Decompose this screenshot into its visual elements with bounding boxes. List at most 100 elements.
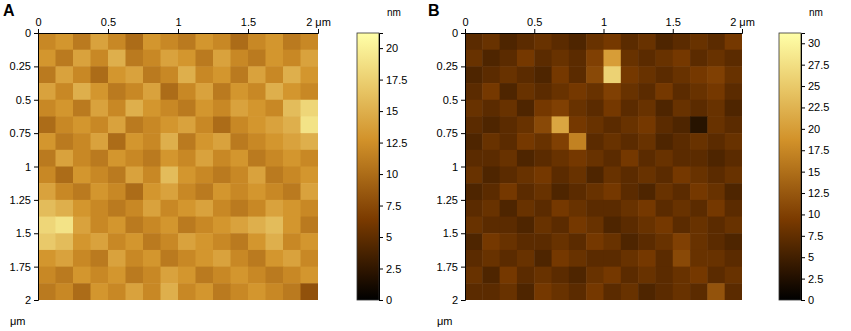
heatmap-cell — [725, 116, 742, 133]
heatmap-cell — [690, 233, 708, 250]
heatmap-cell — [178, 250, 196, 267]
heatmap-cell — [91, 183, 109, 200]
heatmap-cell — [178, 100, 196, 117]
color-tick-label: 20 — [386, 42, 398, 54]
heatmap-cell — [73, 116, 91, 133]
heatmap-cell — [534, 217, 552, 234]
y-tick-label: 1.25 — [10, 194, 31, 206]
heatmap-cell — [301, 183, 319, 200]
heatmap-cell — [604, 283, 622, 300]
x-tick-label: 0 — [462, 16, 468, 28]
heatmap-cell — [534, 100, 552, 117]
heatmap-cell — [73, 133, 91, 150]
color-axis-line — [380, 34, 384, 301]
heatmap-cell — [707, 116, 725, 133]
heatmap-cell — [38, 150, 56, 167]
heatmap-cell — [604, 100, 622, 117]
heatmap-cell — [126, 133, 144, 150]
heatmap-cell — [108, 83, 126, 100]
heatmap-cell — [108, 267, 126, 284]
color-tick-label: 0 — [386, 294, 392, 306]
heatmap-cell — [638, 200, 656, 217]
heatmap-cell — [725, 283, 742, 300]
y-tick: 1 — [452, 161, 465, 173]
x-axis: 00.511.52 μm — [35, 16, 330, 34]
heatmap-cell — [465, 283, 483, 300]
x-tick-label: 1 — [601, 16, 607, 28]
heatmap-cell — [655, 250, 673, 267]
heatmap-cell — [586, 200, 604, 217]
heatmap-cell — [283, 217, 301, 234]
heatmap-cell — [178, 233, 196, 250]
heatmap-cell — [552, 33, 570, 50]
heatmap-cell — [621, 33, 639, 50]
heatmap-cell — [56, 167, 74, 184]
heatmap-cell — [178, 33, 196, 50]
heatmap-cell — [638, 150, 656, 167]
heatmap-cell — [73, 150, 91, 167]
heatmap-cell — [465, 66, 483, 83]
y-tick: 1 — [25, 161, 38, 173]
heatmap-cell — [283, 133, 301, 150]
heatmap-cell — [196, 200, 214, 217]
heatmap-cell — [231, 283, 249, 300]
heatmap-cell — [604, 33, 622, 50]
x-tick-label: 2 μm — [306, 16, 331, 28]
heatmap-cell — [500, 83, 518, 100]
heatmap-cell — [482, 167, 500, 184]
x-axis-line — [39, 29, 319, 34]
y-tick-label: 0.75 — [437, 127, 458, 139]
heatmap-cell — [604, 66, 622, 83]
heatmap-cell — [248, 100, 266, 117]
heatmap-cell — [283, 167, 301, 184]
heatmap-cell — [38, 200, 56, 217]
heatmap-cell — [690, 50, 708, 67]
heatmap-cell — [126, 200, 144, 217]
heatmap-cells — [38, 33, 318, 300]
heatmap-cell — [301, 33, 319, 50]
heatmap-cell — [604, 150, 622, 167]
color-tick: 17.5 — [379, 74, 407, 86]
heatmap-cell — [569, 100, 587, 117]
color-tick-mark — [801, 300, 805, 301]
heatmap-cell — [38, 183, 56, 200]
heatmap-cell — [108, 167, 126, 184]
heatmap-cell — [248, 50, 266, 67]
heatmap-cell — [500, 267, 518, 284]
y-tick-mark — [34, 133, 38, 134]
heatmap-cell — [213, 283, 231, 300]
heatmap-cell — [301, 133, 319, 150]
color-tick: 20 — [379, 42, 398, 54]
heatmap-cell — [500, 183, 518, 200]
color-tick-label: 0 — [808, 294, 814, 306]
color-tick-mark — [379, 206, 383, 207]
heatmap-cell — [534, 250, 552, 267]
heatmap-cell — [673, 267, 691, 284]
y-tick-label: 0.5 — [443, 94, 458, 106]
y-tick-mark — [34, 167, 38, 168]
heatmap-cell — [655, 283, 673, 300]
color-tick: 20 — [801, 123, 820, 135]
heatmap-cell — [126, 233, 144, 250]
heatmap-cell — [673, 116, 691, 133]
heatmap-cell — [231, 250, 249, 267]
color-tick-mark — [801, 86, 805, 87]
heatmap-cell — [534, 267, 552, 284]
color-tick-label: 12.5 — [808, 187, 829, 199]
heatmap-cell — [621, 133, 639, 150]
heatmap-cell — [213, 150, 231, 167]
color-tick-mark — [801, 129, 805, 130]
heatmap-cell — [604, 250, 622, 267]
color-tick: 2.5 — [379, 263, 401, 275]
color-bar-label: nm — [809, 7, 823, 18]
heatmap-cell — [108, 33, 126, 50]
heatmap-cell — [604, 183, 622, 200]
heatmap-cell — [638, 233, 656, 250]
heatmap-cell — [690, 116, 708, 133]
heatmap-cell — [73, 267, 91, 284]
heatmap-cell — [621, 100, 639, 117]
heatmap-cell — [673, 167, 691, 184]
heatmap-cell — [56, 183, 74, 200]
heatmap-cell — [283, 66, 301, 83]
color-bar — [357, 33, 379, 300]
